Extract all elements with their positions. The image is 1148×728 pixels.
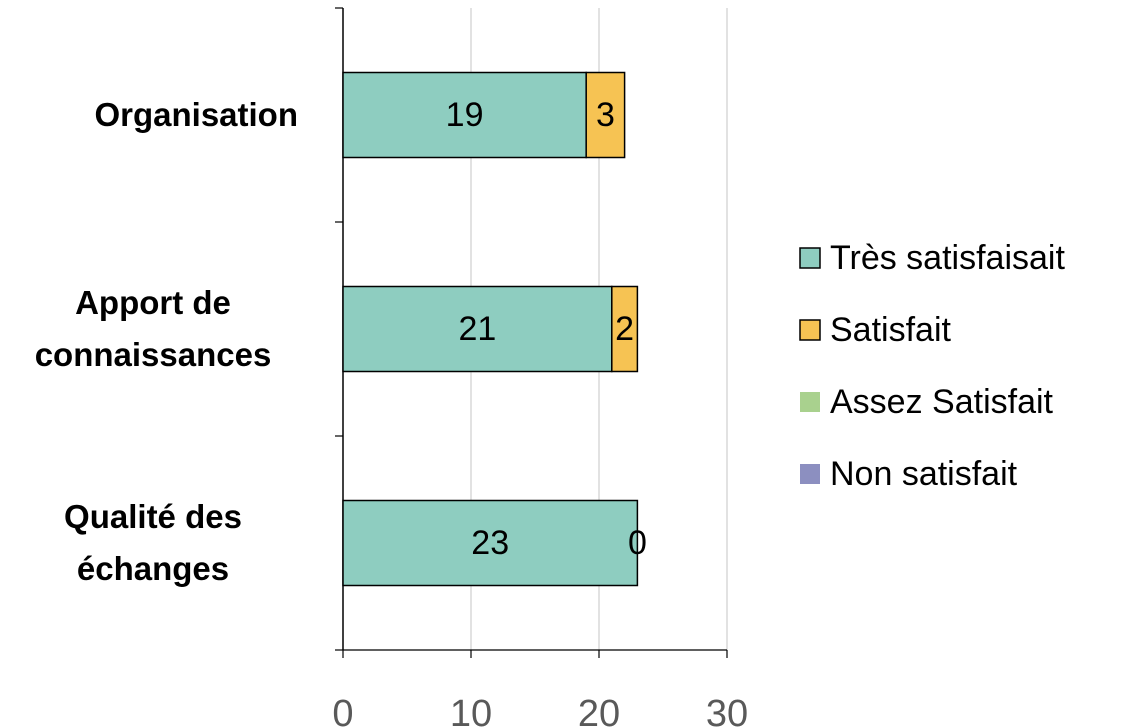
data-label: 2 xyxy=(615,310,634,348)
x-tick-label: 0 xyxy=(332,693,353,728)
y-tick-label: Apport de connaissances xyxy=(34,284,272,373)
x-tick-label: 10 xyxy=(450,693,492,728)
data-label: 3 xyxy=(596,96,615,134)
category-label-box: Apport de connaissances xyxy=(0,222,298,436)
y-tick-label: Organisation xyxy=(94,96,298,133)
legend-label: Non satisfait xyxy=(830,455,1018,493)
legend-swatch xyxy=(800,392,820,412)
data-label: 21 xyxy=(458,310,496,348)
x-tick-label: 30 xyxy=(706,693,748,728)
legend-label: Satisfait xyxy=(830,311,951,349)
data-label: 23 xyxy=(471,524,509,562)
legend-label: Très satisfaisait xyxy=(830,239,1065,277)
bar-segment xyxy=(342,71,587,159)
legend-swatch xyxy=(799,247,821,269)
data-label: 0 xyxy=(628,524,647,562)
bar-segment xyxy=(342,499,639,587)
legend-label: Assez Satisfait xyxy=(830,383,1054,421)
data-label: 19 xyxy=(446,96,484,134)
category-label-box: Qualité des échanges xyxy=(0,436,298,650)
legend-swatch xyxy=(799,319,821,341)
bar-segment xyxy=(342,285,613,373)
bar-segment xyxy=(585,71,626,159)
x-tick-label: 20 xyxy=(578,693,620,728)
bar-segment xyxy=(611,285,639,373)
legend-swatch xyxy=(800,464,820,484)
category-label-box: Organisation xyxy=(0,8,298,222)
y-tick-label: Qualité des échanges xyxy=(64,498,242,587)
